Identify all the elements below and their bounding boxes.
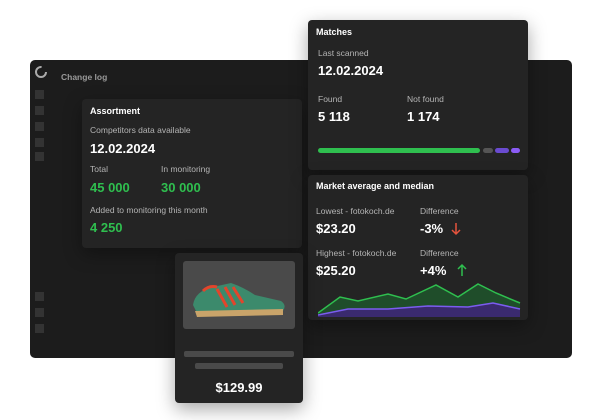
card-title: Market average and median <box>316 181 435 191</box>
assortment-card: Assortment Competitors data available 12… <box>82 99 302 248</box>
label: In monitoring <box>161 164 211 174</box>
sidebar-icon[interactable] <box>35 152 44 161</box>
arrow-up <box>457 263 467 276</box>
price: $25.20 <box>316 263 356 278</box>
value: 5 118 <box>318 109 350 124</box>
card-title: Matches <box>316 27 353 37</box>
date: 12.02.2024 <box>318 63 384 78</box>
difference: +4% <box>420 263 447 278</box>
sidebar-icon[interactable] <box>35 106 44 115</box>
product-price: $129.99 <box>215 380 263 395</box>
sidebar-icon[interactable] <box>35 292 44 301</box>
difference: -3% <box>420 221 444 236</box>
label: Lowest - fotokoch.de <box>316 206 395 216</box>
label: Added to monitoring this month <box>90 205 208 215</box>
window-title: Change log <box>61 72 108 82</box>
label: Highest - fotokoch.de <box>316 248 397 258</box>
label: Difference <box>420 206 459 216</box>
label: Not found <box>407 94 444 104</box>
placeholder-bar <box>184 351 294 357</box>
sparkline <box>318 283 521 317</box>
product-image <box>183 261 295 329</box>
price: $23.20 <box>316 221 356 236</box>
card-title: Assortment <box>90 106 141 116</box>
value: 45 000 <box>90 180 130 195</box>
sidebar-icon[interactable] <box>35 90 44 99</box>
market-card: Market average and median Lowest - fotok… <box>308 175 528 320</box>
sidebar-icon[interactable] <box>35 138 44 147</box>
arrow-down <box>451 223 461 236</box>
label: Difference <box>420 248 459 258</box>
progress-bar <box>318 148 520 153</box>
sidebar-icon[interactable] <box>35 122 44 131</box>
sidebar-icon[interactable] <box>35 324 44 333</box>
logo <box>35 66 47 78</box>
value: 30 000 <box>161 180 201 195</box>
matches-card: Matches Last scanned 12.02.2024 Found No… <box>308 20 528 170</box>
product-card[interactable]: $129.99 <box>175 253 303 403</box>
label: Found <box>318 94 343 104</box>
label: Last scanned <box>318 48 369 58</box>
value: 4 250 <box>90 220 123 235</box>
date: 12.02.2024 <box>90 141 156 156</box>
sidebar-icon[interactable] <box>35 308 44 317</box>
placeholder-bar <box>195 363 283 369</box>
value: 1 174 <box>407 109 440 124</box>
label: Total <box>90 164 108 174</box>
label: Competitors data available <box>90 125 191 135</box>
